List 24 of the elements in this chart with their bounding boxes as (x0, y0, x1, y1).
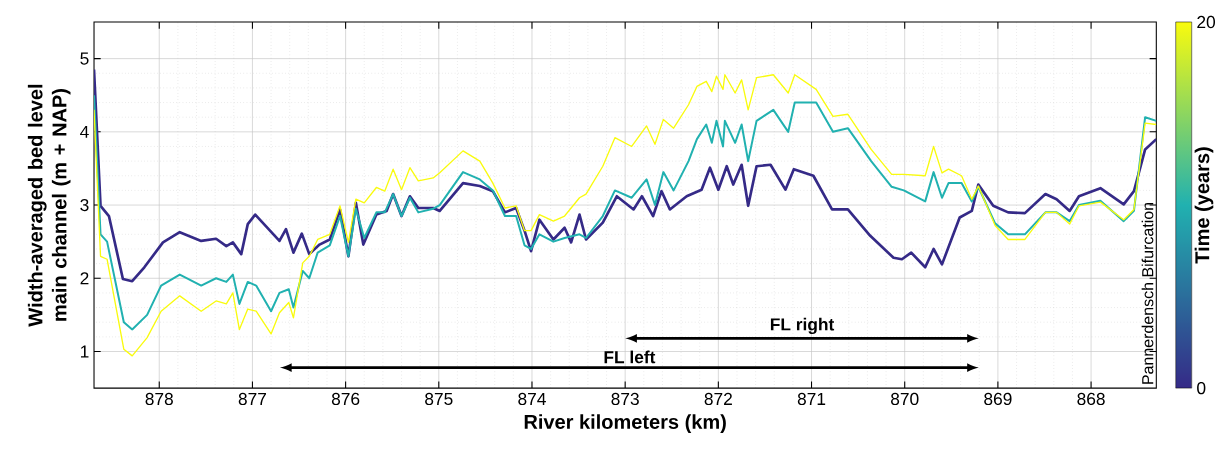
y-tick-label: 3 (80, 198, 89, 211)
annotation: Pannerdensch Bifurcation (1141, 202, 1154, 384)
x-tick-label: 870 (891, 392, 919, 405)
y-tick-label: 2 (80, 272, 89, 285)
x-tick-label: 878 (145, 392, 173, 405)
x-tick-label: 868 (1077, 392, 1105, 405)
annotation: FL left (604, 350, 656, 364)
color-bar-label: 0 (1197, 381, 1206, 395)
y-tick-label: 1 (80, 345, 89, 358)
x-tick-label: 872 (704, 392, 732, 405)
x-tick-label: 874 (518, 392, 546, 405)
x-tick-label: 876 (331, 392, 360, 405)
color-bar-label: 20 (1197, 15, 1215, 28)
y-axis-title: Width-averaged bed level main channel (m + NAP) (27, 84, 71, 327)
color-bar-title: Time (years) (1194, 147, 1214, 264)
x-tick-label: 875 (425, 392, 453, 405)
annotation: FL right (770, 317, 835, 334)
y-tick-label: 5 (80, 52, 89, 65)
x-tick-label: 877 (238, 392, 267, 405)
x-tick-label: 871 (797, 392, 826, 405)
x-tick-label: 873 (611, 392, 639, 405)
x-tick-label: 869 (984, 392, 1012, 405)
x-axis-title: River kilometers (km) (524, 414, 726, 433)
y-tick-label: 4 (80, 125, 89, 138)
